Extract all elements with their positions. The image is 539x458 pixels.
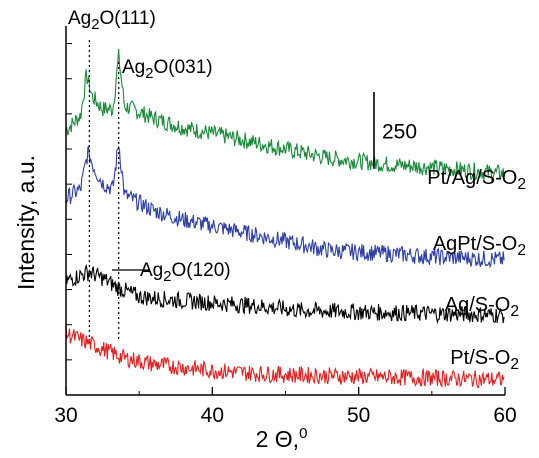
- scale-bar-label: 250: [382, 120, 417, 143]
- series-line: [65, 49, 505, 183]
- series-layer: Pt/Ag/S-O2 AgPt/S-O2 Ag/S-O2 Pt/S-O2: [65, 49, 526, 389]
- x-tick-label: 40: [201, 404, 224, 427]
- peak-annotation: Ag2O(120): [140, 260, 231, 285]
- series-label: Ag/S-O2: [445, 294, 519, 320]
- series-label: AgPt/S-O2: [433, 233, 526, 259]
- x-tick-label: 30: [54, 404, 77, 427]
- series-line: [65, 144, 505, 269]
- x-tick-label: 50: [347, 404, 370, 427]
- series-label: Pt/Ag/S-O2: [427, 167, 526, 193]
- y-axis-title: Intensity, a.u.: [13, 155, 39, 290]
- series-line: [65, 263, 505, 325]
- peak-annotation: Ag2O(031): [122, 57, 213, 82]
- x-axis-title: 2 Θ,0: [256, 425, 308, 452]
- axis-layer: 30 40 50 60 2 Θ,0 Intensity, a.u. 250: [13, 26, 517, 452]
- series-line: [65, 325, 505, 389]
- annotation-layer: Ag2O(111) Ag2O(031) Ag2O(120): [68, 8, 231, 340]
- x-tick-label: 60: [493, 404, 516, 427]
- series-label: Pt/S-O2: [450, 347, 519, 373]
- peak-annotation: Ag2O(111): [68, 8, 156, 33]
